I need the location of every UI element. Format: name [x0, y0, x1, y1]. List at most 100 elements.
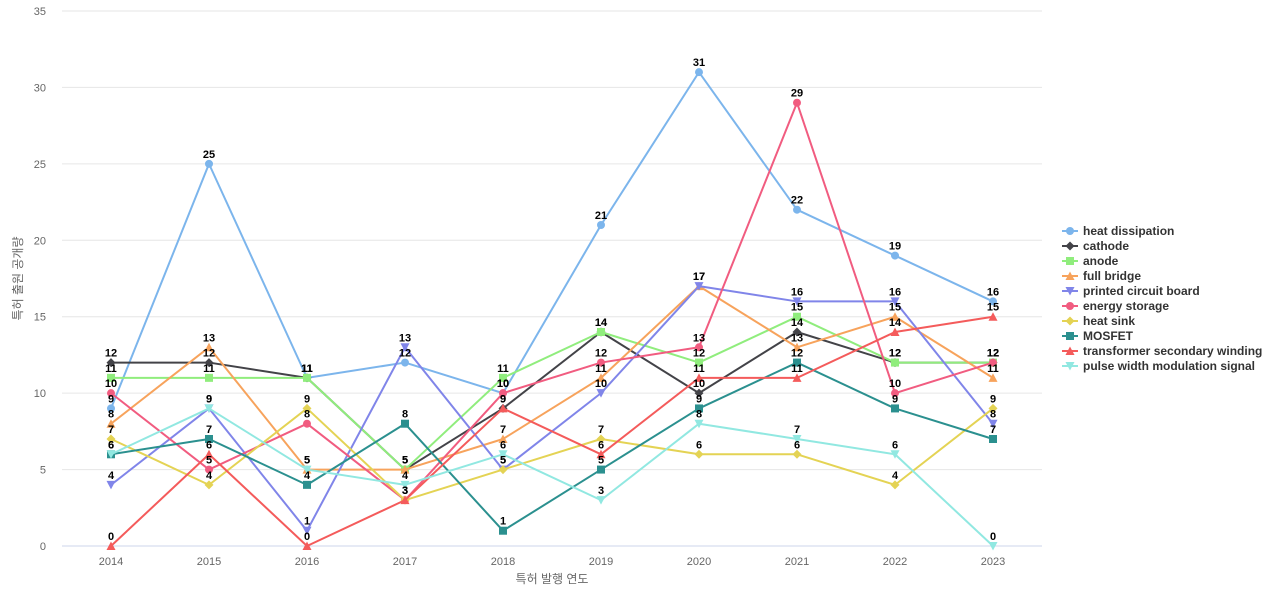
data-point[interactable] — [401, 358, 409, 367]
series-line[interactable] — [110, 361, 994, 532]
data-point[interactable] — [303, 373, 311, 382]
legend-item[interactable]: MOSFET — [1062, 328, 1262, 343]
series-full-bridge[interactable] — [106, 281, 998, 474]
data-point[interactable] — [400, 343, 410, 352]
legend-item[interactable]: printed circuit board — [1062, 283, 1262, 298]
data-point[interactable] — [596, 434, 606, 444]
data-point[interactable] — [694, 282, 704, 291]
data-point[interactable] — [499, 373, 507, 382]
data-point[interactable] — [989, 358, 997, 367]
data-point[interactable] — [205, 435, 213, 443]
data-point[interactable] — [891, 251, 899, 260]
data-point[interactable] — [890, 297, 900, 306]
data-point[interactable] — [890, 327, 900, 337]
series-line[interactable] — [110, 331, 994, 471]
series-anode[interactable] — [107, 312, 997, 474]
series-heat-sink[interactable] — [106, 403, 998, 505]
data-point[interactable] — [204, 404, 214, 413]
data-point[interactable] — [792, 449, 802, 459]
data-point[interactable] — [205, 373, 213, 382]
data-point[interactable] — [498, 450, 508, 459]
data-point[interactable] — [596, 389, 606, 398]
data-point[interactable] — [302, 403, 312, 413]
data-point[interactable] — [596, 496, 606, 505]
series-line[interactable] — [110, 407, 994, 547]
data-point[interactable] — [695, 343, 703, 352]
data-point[interactable] — [793, 312, 801, 321]
data-point[interactable] — [891, 404, 899, 413]
data-point[interactable] — [204, 358, 214, 368]
legend-item[interactable]: heat sink — [1062, 313, 1262, 328]
data-point[interactable] — [303, 419, 311, 428]
series-energy-storage[interactable] — [107, 98, 997, 505]
data-point[interactable] — [694, 419, 704, 429]
data-point[interactable] — [792, 435, 802, 444]
data-point[interactable] — [498, 434, 508, 444]
data-point[interactable] — [989, 297, 997, 306]
data-point[interactable] — [792, 373, 802, 382]
series-cathode[interactable] — [106, 327, 998, 475]
data-point[interactable] — [694, 373, 704, 382]
data-point[interactable] — [106, 434, 116, 444]
data-point[interactable] — [793, 205, 801, 214]
data-point[interactable] — [106, 419, 116, 428]
data-point[interactable] — [597, 221, 605, 229]
data-point[interactable] — [792, 327, 802, 337]
data-point[interactable] — [204, 449, 214, 459]
series-mosfet[interactable] — [107, 358, 997, 535]
data-point[interactable] — [106, 480, 116, 490]
data-point[interactable] — [302, 526, 312, 536]
data-point[interactable] — [695, 358, 703, 367]
data-point[interactable] — [890, 480, 900, 490]
legend-item[interactable]: pulse width modulation signal — [1062, 358, 1262, 373]
data-point[interactable] — [400, 480, 410, 490]
data-point[interactable] — [499, 526, 507, 535]
data-point[interactable] — [204, 342, 214, 352]
data-point[interactable] — [205, 465, 213, 474]
data-point[interactable] — [597, 358, 605, 367]
legend-item[interactable]: energy storage — [1062, 298, 1262, 313]
data-point[interactable] — [988, 419, 998, 429]
data-point[interactable] — [400, 495, 410, 505]
data-point[interactable] — [204, 480, 214, 490]
data-point[interactable] — [694, 388, 704, 398]
data-point[interactable] — [596, 373, 606, 382]
data-point[interactable] — [106, 450, 116, 459]
data-point[interactable] — [792, 297, 802, 306]
legend-item[interactable]: heat dissipation — [1062, 223, 1262, 238]
series-transformer-secondary-winding[interactable] — [106, 312, 998, 551]
data-point[interactable] — [302, 541, 312, 551]
data-point[interactable] — [107, 404, 115, 413]
data-point[interactable] — [106, 541, 116, 551]
data-point[interactable] — [695, 68, 703, 77]
data-point[interactable] — [302, 465, 312, 475]
data-point[interactable] — [989, 435, 997, 443]
data-point[interactable] — [400, 465, 410, 474]
data-point[interactable] — [205, 159, 213, 168]
data-point[interactable] — [793, 98, 801, 107]
data-point[interactable] — [793, 358, 801, 367]
data-point[interactable] — [498, 465, 508, 475]
data-point[interactable] — [401, 419, 409, 428]
data-point[interactable] — [988, 403, 998, 413]
legend-item[interactable]: transformer secondary winding — [1062, 343, 1262, 358]
series-pulse-width-modulation-signal[interactable] — [106, 404, 998, 551]
series-line[interactable] — [110, 71, 994, 410]
data-point[interactable] — [695, 404, 703, 413]
data-point[interactable] — [891, 358, 899, 367]
data-point[interactable] — [694, 449, 704, 459]
data-point[interactable] — [303, 480, 311, 489]
data-point[interactable] — [890, 450, 900, 459]
data-point[interactable] — [107, 373, 115, 382]
series-line[interactable] — [110, 315, 994, 547]
data-point[interactable] — [890, 312, 900, 321]
data-point[interactable] — [988, 312, 998, 321]
data-point[interactable] — [107, 389, 115, 398]
data-point[interactable] — [792, 342, 802, 352]
data-point[interactable] — [596, 449, 606, 459]
data-point[interactable] — [499, 389, 507, 398]
series-line[interactable] — [110, 315, 994, 471]
legend-item[interactable]: anode — [1062, 253, 1262, 268]
series-line[interactable] — [110, 285, 994, 471]
series-line[interactable] — [110, 407, 994, 502]
